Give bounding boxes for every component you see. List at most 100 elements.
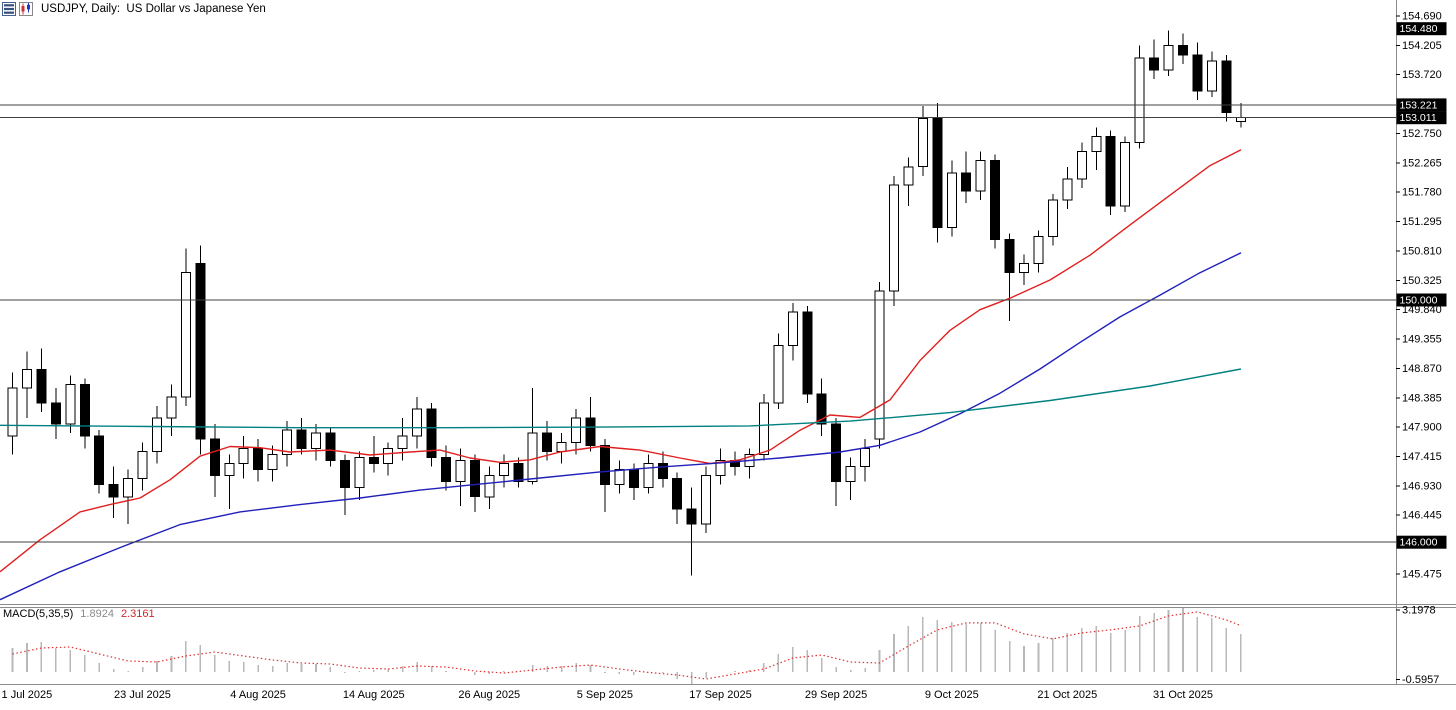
candle-body	[513, 463, 524, 483]
candle-body	[296, 429, 307, 449]
macd-value: 1.8924	[80, 608, 114, 620]
macd-scale[interactable]: 3.1978 -0.5957	[1396, 605, 1439, 687]
candle-body	[152, 417, 162, 452]
candle-body	[1019, 263, 1029, 274]
price-tag	[1396, 293, 1447, 307]
candle-body	[94, 435, 105, 486]
candle-body	[339, 459, 350, 489]
candle-body	[1120, 142, 1131, 207]
candle-body	[773, 344, 784, 404]
price-tick-label: 145.475	[1402, 569, 1442, 581]
price-axis[interactable]: 154.690 154.205 153.720 152.750 152.265 151.7…	[1396, 11, 1447, 581]
date-label: 26 Aug 2025	[458, 689, 520, 701]
candle-body	[180, 272, 191, 398]
macd-panel	[11, 607, 1242, 684]
candle-body	[643, 463, 654, 489]
candle-body	[1192, 54, 1203, 92]
time-axis[interactable]: 1 Jul 2025 23 Jul 2025 4 Aug 2025 14 Aug 20…	[2, 689, 1213, 701]
candle-body	[527, 432, 538, 483]
separators	[0, 0, 1456, 685]
candle-body	[137, 450, 148, 480]
price-tick-label: 153.720	[1402, 69, 1442, 81]
candle-body	[701, 475, 712, 525]
candle-body	[686, 508, 697, 525]
price-tick-label: 146.445	[1402, 510, 1442, 522]
price-tick-label: 151.780	[1402, 187, 1442, 199]
date-label: 21 Oct 2025	[1037, 689, 1097, 701]
candle-body	[1163, 45, 1174, 71]
candle-body	[498, 463, 509, 477]
candle-body	[975, 160, 986, 192]
candle-body	[903, 166, 914, 186]
candle-body	[7, 387, 18, 437]
candle-body	[1033, 235, 1044, 265]
candle-body	[816, 393, 827, 425]
date-label: 1 Jul 2025	[2, 689, 53, 701]
price-levels	[0, 104, 1396, 543]
date-label: 5 Sep 2025	[577, 689, 633, 701]
candle-body	[1047, 199, 1058, 237]
price-tick-label: 148.385	[1402, 392, 1442, 404]
price-tick-label: 148.870	[1402, 363, 1442, 375]
candle-body	[50, 402, 61, 425]
candle-body	[802, 311, 813, 395]
candle-body	[946, 172, 957, 228]
candle-body	[253, 447, 264, 470]
candle-body	[238, 447, 249, 464]
price-tick-label: 149.355	[1402, 334, 1442, 346]
candle-body	[874, 290, 885, 440]
candle-body	[542, 432, 553, 452]
date-label: 31 Oct 2025	[1153, 689, 1213, 701]
candle-body	[1206, 60, 1217, 92]
price-tick-label: 150.810	[1402, 245, 1442, 257]
price-tick-label: 149.840	[1402, 304, 1442, 316]
ma-line-slow	[0, 368, 1242, 429]
candle-body	[758, 402, 769, 455]
candle-body	[614, 469, 625, 486]
price-tick-label: 151.295	[1402, 216, 1442, 228]
price-tick-label: 152.265	[1402, 157, 1442, 169]
candle-body	[1235, 117, 1246, 122]
candle-body	[383, 447, 394, 464]
candle-body	[426, 408, 437, 458]
candle-body	[1004, 238, 1015, 274]
candle-body	[1221, 60, 1232, 113]
price-tick-label: 154.205	[1402, 40, 1442, 52]
chart-list-icon[interactable]	[2, 1, 16, 16]
price-tick-label: 147.900	[1402, 422, 1442, 434]
price-tick-label: 150.325	[1402, 275, 1442, 287]
date-label: 14 Aug 2025	[343, 689, 405, 701]
candle-body	[397, 435, 408, 449]
chart-title: USDJPY, Daily: US Dollar vs Japanese Yen	[41, 2, 266, 15]
candle-body	[571, 417, 581, 443]
candle-body	[36, 369, 47, 404]
price-tag	[1396, 535, 1447, 549]
candle-body	[224, 463, 235, 477]
candlestick-chart-icon[interactable]	[19, 1, 33, 16]
price-tag	[1396, 111, 1447, 125]
macd-scale-min: -0.5957	[1402, 674, 1439, 686]
price-tag	[1396, 98, 1447, 112]
candle-body	[1091, 136, 1102, 153]
date-label: 9 Oct 2025	[925, 689, 979, 701]
date-label: 4 Aug 2025	[230, 689, 286, 701]
candle-body	[310, 432, 321, 449]
price-tick-label: 152.750	[1402, 128, 1442, 140]
candle-body	[21, 369, 32, 389]
candle-body	[354, 456, 365, 489]
candle-body	[325, 432, 336, 461]
candle-body	[484, 475, 495, 498]
price-tick-label: 146.930	[1402, 480, 1442, 492]
candle-body	[990, 160, 1001, 240]
candles	[7, 30, 1246, 576]
candle-body	[585, 417, 596, 446]
macd-signal-line	[12, 611, 1242, 680]
candle-body	[65, 384, 76, 425]
macd-indicator-label: MACD(5,35,5) 1.8924 2.3161	[3, 608, 155, 620]
candle-body	[860, 447, 870, 467]
candle-body	[932, 117, 943, 228]
price-tag-label: 146.000	[1400, 537, 1438, 549]
candle-body	[1178, 45, 1188, 56]
